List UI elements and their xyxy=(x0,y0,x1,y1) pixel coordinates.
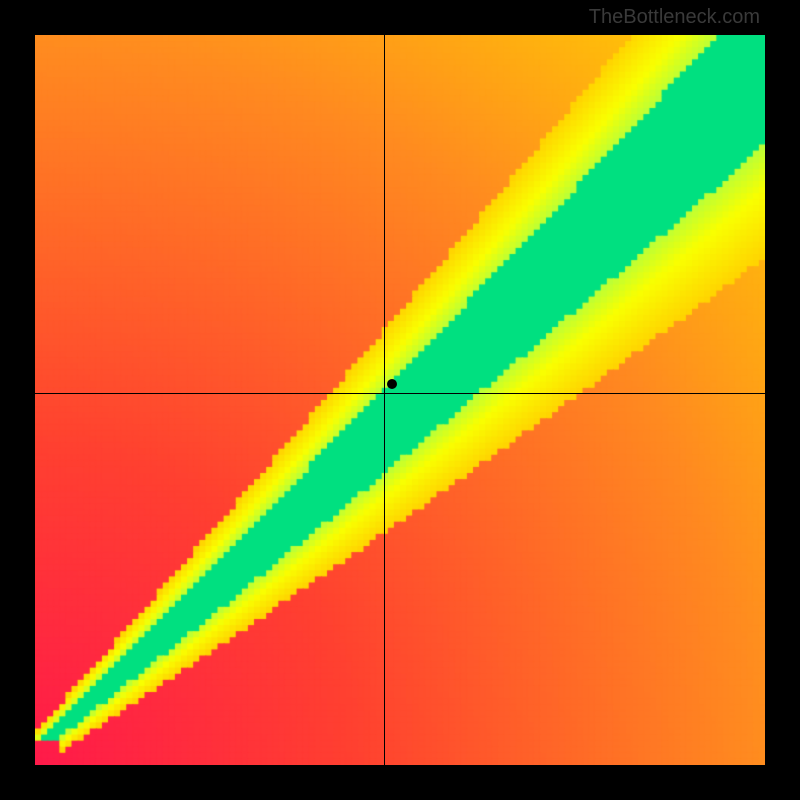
watermark-text: TheBottleneck.com xyxy=(589,6,760,29)
crosshair-vertical xyxy=(384,35,385,765)
heatmap-canvas xyxy=(35,35,765,765)
chart-plot-area xyxy=(35,35,765,765)
data-point xyxy=(387,379,397,389)
crosshair-horizontal xyxy=(35,393,765,394)
